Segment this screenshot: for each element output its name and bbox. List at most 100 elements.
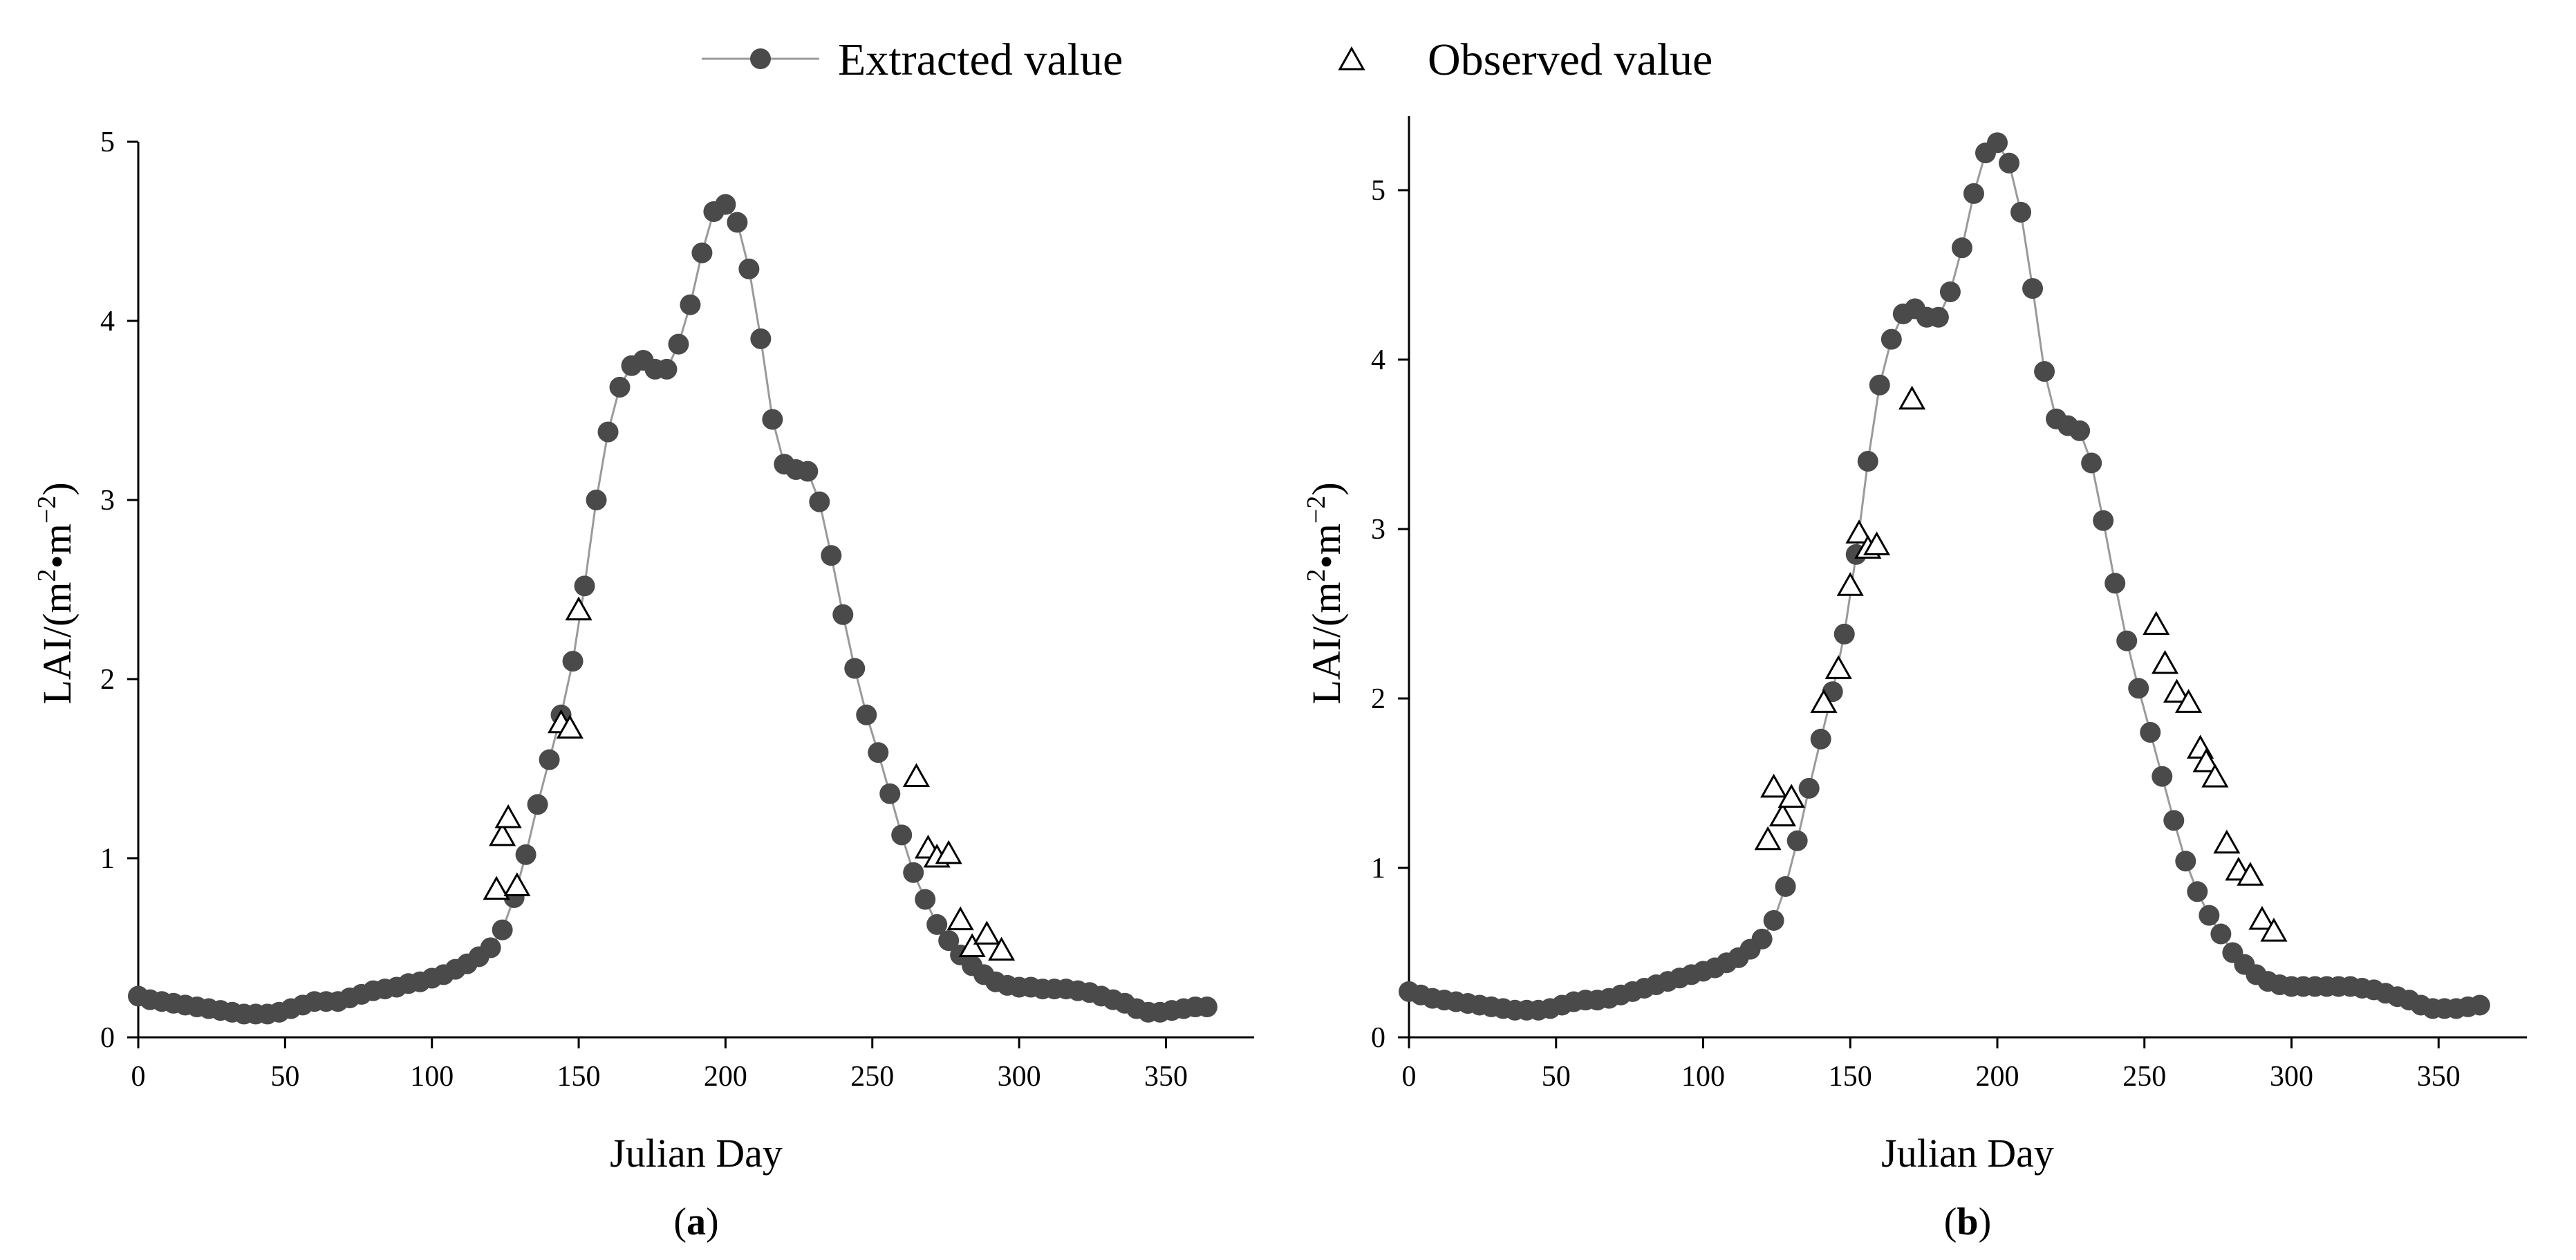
panel-b-observed-point (1754, 826, 1782, 851)
panel-a-extracted-point (562, 651, 584, 672)
panel-b-observed-point (2151, 649, 2179, 674)
panel-b-extracted-point (2199, 905, 2220, 926)
panel-a-extracted-point (668, 333, 689, 355)
panel-b-observed-point (2260, 918, 2288, 942)
panel-a-y-tick-label: 1 (100, 843, 115, 875)
panel-a-extracted-point (832, 604, 854, 625)
panel-b-y-tick-label: 3 (1371, 514, 1385, 546)
panel-a-label: (a) (673, 1201, 718, 1243)
panel-a-extracted-point (938, 930, 960, 952)
panel-b-extracted-point (2152, 766, 2173, 787)
panel-b-extracted-point (1951, 237, 1972, 259)
panel-b-extracted-point (1999, 152, 2020, 174)
panel-a-y-tick-label: 5 (100, 127, 115, 158)
panel-a-extracted-point (868, 742, 889, 763)
panel-a-observed-points (483, 596, 1016, 961)
panel-a-y-axis-title: LAI/(m2•m−2) (32, 482, 80, 704)
panel-b-extracted-point (2116, 630, 2138, 651)
panel-b-observed-point (1810, 689, 1838, 713)
panel-b-extracted-point (1833, 623, 1855, 645)
panel-b-observed-point (2163, 678, 2191, 703)
panel-a-x-tick-label: 0 (131, 1061, 146, 1093)
panel-a-extracted-point (844, 658, 866, 679)
panel-b-observed-point (2248, 905, 2276, 930)
panel-a-y-tick-label: 0 (100, 1022, 115, 1054)
panel-b-extracted-point (1798, 777, 1820, 799)
panel-b-extracted-point (1987, 132, 2008, 154)
panel-a-extracted-point (809, 491, 830, 512)
panel-a-extracted-point (480, 937, 501, 958)
panel-a-extracted-points (128, 194, 1217, 1025)
panel-b-extracted-point (1880, 328, 1902, 350)
panel-b-y-tick-label: 4 (1371, 344, 1385, 376)
panel-b-extracted-point (1939, 281, 1961, 302)
panel-a-x-tick-label: 350 (1144, 1061, 1188, 1093)
panel-b-extracted-point (1857, 451, 1878, 472)
panel-a-label-letter: a (687, 1201, 706, 1243)
panel-a-extracted-point (879, 783, 901, 804)
panel-b-y-ticks: 0 1 2 3 4 5 (1371, 175, 1409, 1054)
panel-a-extracted-point (727, 212, 748, 233)
panel-a-extracted-point (762, 409, 783, 430)
panel-b-extracted-point (2010, 201, 2032, 223)
panel-b-extracted-point (1775, 875, 1796, 897)
panel-a-x-tick-label: 50 (270, 1061, 299, 1093)
panel-a-y-tick-label: 4 (100, 306, 115, 337)
panel-a-observed-point (483, 875, 510, 900)
panel-b-y-tick-label: 0 (1371, 1022, 1385, 1054)
panel-a-extracted-point (738, 258, 760, 279)
panel-b-y-axis-title: LAI/(m2•m−2) (1302, 482, 1349, 704)
panel-b-x-tick-label: 300 (2270, 1061, 2313, 1093)
panel-b-extracted-point (2081, 452, 2102, 474)
panel-b-observed-point (1824, 655, 1852, 679)
panel-b-extracted-point (2022, 278, 2044, 299)
panel-b-x-tick-label: 350 (2417, 1061, 2461, 1093)
panel-a-x-ticks: 0 50 100 150 200 250 300 350 (131, 1037, 1188, 1093)
panel-a-extracted-line (138, 203, 1207, 1015)
panel-b-y-tick-label: 2 (1371, 683, 1385, 715)
panel-a-observed-point (902, 763, 931, 787)
panel-b-observed-point (2175, 689, 2203, 713)
panel-a-x-axis-title: Julian Day (610, 1131, 783, 1176)
legend-observed-label: Observed value (1428, 35, 1712, 85)
panel-a-extracted-point (680, 294, 701, 315)
panel-a-extracted-point (527, 794, 548, 815)
panel-a-extracted-point (856, 704, 877, 725)
panel-b-observed-point (2143, 611, 2170, 636)
panel-a-extracted-point (492, 919, 513, 941)
panel-b-x-tick-label: 150 (1829, 1061, 1872, 1093)
panel-b-observed-point (1898, 385, 1926, 410)
panel-b-extracted-point (1963, 183, 1984, 204)
panel-b-observed-point (1768, 802, 1796, 826)
panel-a-y-tick-label: 3 (100, 485, 115, 517)
panel-b-y-tick-label: 5 (1371, 175, 1385, 207)
panel-a-x-tick-label: 200 (704, 1061, 747, 1093)
panel-b-extracted-point (2140, 722, 2161, 743)
panel-a-observed-point (946, 906, 974, 931)
panel-b-label: (b) (1944, 1201, 1991, 1243)
panel-a-extracted-point (715, 194, 736, 215)
panel-a-extracted-point (574, 575, 595, 597)
panel-a-extracted-point (903, 862, 924, 883)
panel-b-x-tick-label: 100 (1681, 1061, 1725, 1093)
panel-b-y-tick-label: 1 (1371, 853, 1385, 884)
panel-b-observed-point (2237, 862, 2264, 886)
panel-a-x-tick-label: 150 (557, 1061, 601, 1093)
panel-a-extracted-point (915, 889, 936, 910)
panel-a-extracted-point (597, 421, 619, 443)
panel-a-observed-point (503, 872, 531, 896)
panel-b-extracted-point (1810, 728, 1831, 750)
panel-a-y-tick-label: 2 (100, 664, 115, 696)
panel-a-observed-point (494, 804, 522, 828)
panel-b-extracted-point (1786, 830, 1808, 851)
panel-a-observed-point (973, 920, 1000, 945)
panel-b-extracted-point (2069, 420, 2091, 441)
legend: Extracted value Observed value (702, 35, 1712, 85)
panel-b-extracted-line (1408, 141, 2481, 1012)
panel-a-extracted-point (1196, 996, 1217, 1017)
panel-b-observed-point (1845, 519, 1873, 544)
panel-b-label-letter: b (1957, 1201, 1978, 1243)
panel-a-extracted-point (821, 545, 842, 566)
